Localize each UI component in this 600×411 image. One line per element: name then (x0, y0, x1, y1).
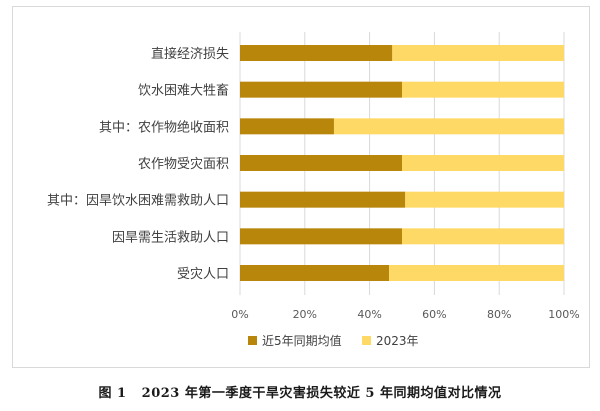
bar-segment (392, 45, 564, 61)
bar-segment (240, 45, 393, 61)
legend-label: 2023年 (376, 334, 419, 348)
figure-caption: 图 1 2023 年第一季度干旱灾害损失较近 5 年同期均值对比情况 (0, 382, 600, 401)
bar-segment (402, 228, 564, 245)
x-tick-label: 20% (293, 308, 317, 321)
legend-swatch (248, 336, 257, 345)
bar-segment (333, 118, 564, 135)
bars (240, 45, 564, 281)
x-tick-label: 40% (357, 308, 381, 321)
x-tick-label: 80% (487, 308, 511, 321)
bar-segment (402, 81, 564, 98)
x-tick-labels: 0% 20% 40% 60% 80% 100% (231, 308, 579, 321)
category-label: 农作物受灾面积 (138, 156, 229, 172)
category-label: 饮水困难大牲畜 (138, 83, 229, 99)
bar-segment (405, 191, 564, 208)
category-label: 受灾人口 (177, 266, 229, 282)
bar-segment (389, 265, 564, 281)
x-tick-label: 60% (422, 308, 446, 321)
x-tick-label: 100% (548, 308, 579, 321)
chart-frame (12, 6, 590, 368)
bar-segment (240, 265, 390, 281)
legend-swatch (362, 336, 371, 345)
bar-segment (402, 155, 564, 171)
legend-label: 近5年同期均值 (262, 333, 342, 348)
bar-segment (240, 118, 334, 135)
category-label: 直接经济损失 (151, 46, 229, 62)
bar-segment (240, 155, 402, 171)
caption-label: 图 1 (98, 386, 127, 401)
bar-segment (240, 228, 402, 245)
x-tick-label: 0% (231, 308, 248, 321)
caption-text: 2023 年第一季度干旱灾害损失较近 5 年同期均值对比情况 (141, 386, 502, 401)
bar-segment (240, 191, 406, 208)
category-label: 其中：因旱饮水困难需救助人口 (47, 193, 229, 209)
category-labels: 直接经济损失饮水困难大牲畜其中：农作物绝收面积农作物受灾面积其中：因旱饮水困难需… (47, 46, 229, 282)
legend: 近5年同期均值 2023年 (248, 333, 419, 348)
category-label: 因旱需生活救助人口 (112, 229, 229, 245)
category-label: 其中：农作物绝收面积 (99, 119, 229, 135)
bar-segment (240, 81, 402, 98)
